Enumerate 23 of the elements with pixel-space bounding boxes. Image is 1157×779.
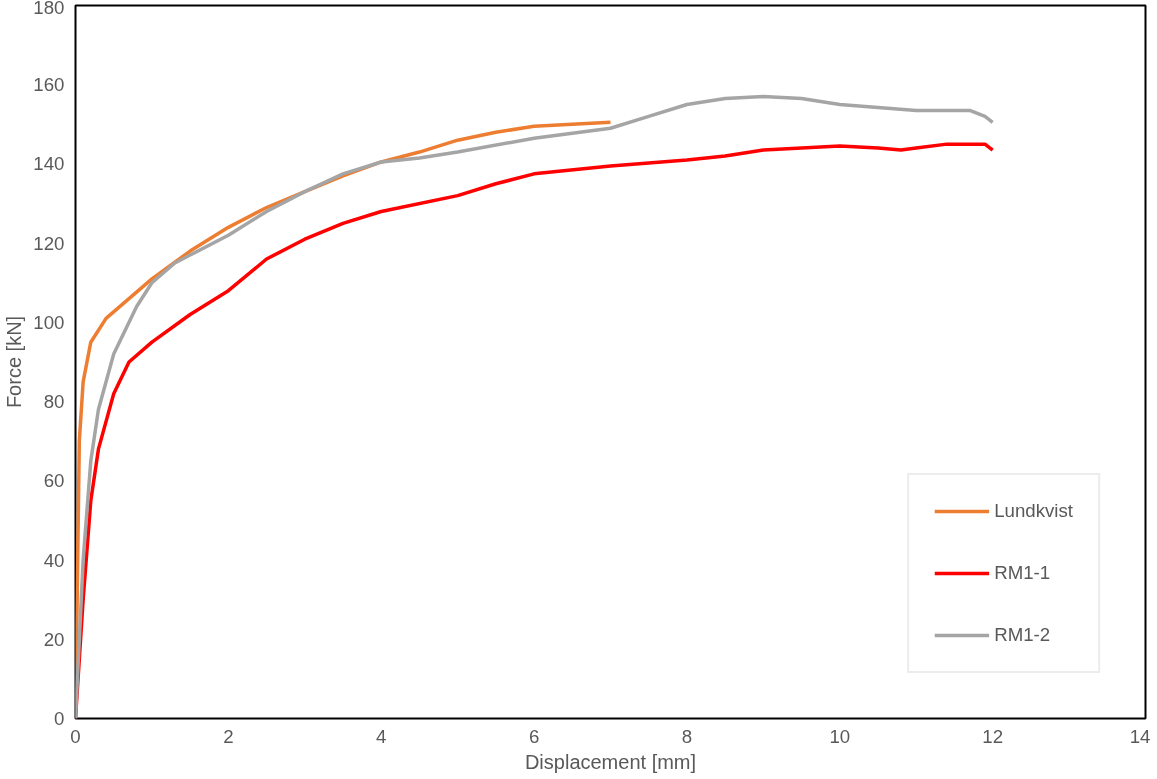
y-tick-label: 140 xyxy=(33,153,65,175)
y-tick-label: 0 xyxy=(54,708,65,729)
y-tick-label: 180 xyxy=(33,0,65,18)
x-tick-label: 4 xyxy=(376,725,387,747)
y-tick-label: 60 xyxy=(43,470,65,492)
x-tick-label: 12 xyxy=(982,725,1004,747)
x-tick-label: 0 xyxy=(70,725,81,747)
x-tick-label: 8 xyxy=(681,725,693,747)
y-tick-label: 80 xyxy=(43,391,65,413)
y-tick-label: 100 xyxy=(33,311,65,333)
y-tick-label: 160 xyxy=(33,74,65,96)
x-axis-title: Displacement [mm] xyxy=(524,750,697,773)
legend-label: Lundkvist xyxy=(994,500,1073,522)
y-axis-title: Force [kN] xyxy=(3,315,26,409)
y-tick-label: 20 xyxy=(43,628,65,650)
x-tick-label: 10 xyxy=(829,725,851,747)
y-tick-label: 120 xyxy=(33,232,65,254)
x-tick-label: 2 xyxy=(223,725,234,747)
legend-label: RM1-2 xyxy=(994,624,1051,646)
x-tick-label: 14 xyxy=(1129,725,1151,747)
x-tick-label: 6 xyxy=(528,725,540,747)
legend-label: RM1-1 xyxy=(994,562,1051,584)
y-tick-label: 40 xyxy=(43,549,65,571)
